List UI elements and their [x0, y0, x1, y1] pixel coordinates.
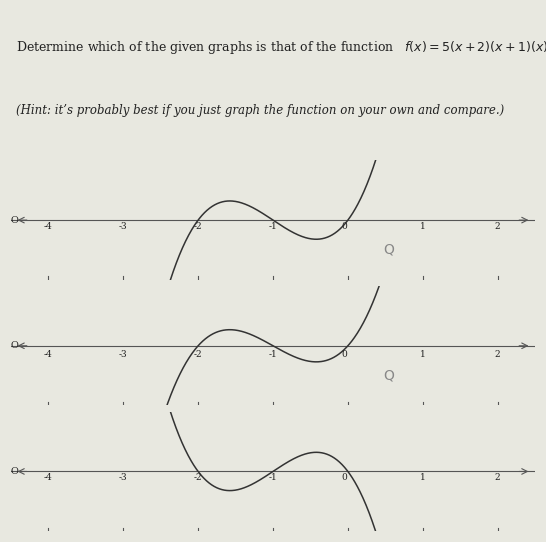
Text: -4: -4 — [44, 350, 53, 359]
Text: O: O — [10, 216, 19, 224]
Text: -3: -3 — [119, 350, 128, 359]
Text: -1: -1 — [269, 350, 277, 359]
Text: 0: 0 — [341, 473, 347, 482]
Text: O: O — [10, 341, 19, 350]
Text: 1: 1 — [420, 222, 426, 231]
Text: 0: 0 — [341, 222, 347, 231]
Text: -2: -2 — [194, 473, 203, 482]
Text: Determine which of the given graphs is that of the function   $f(x) = 5(x+2)(x+1: Determine which of the given graphs is t… — [16, 40, 546, 56]
Text: 2: 2 — [495, 350, 501, 359]
Text: 1: 1 — [420, 350, 426, 359]
Text: 1: 1 — [420, 473, 426, 482]
Text: Q: Q — [383, 243, 394, 257]
Text: (Hint: it’s probably best if you just graph the function on your own and compare: (Hint: it’s probably best if you just gr… — [16, 104, 505, 117]
Text: -1: -1 — [269, 222, 277, 231]
Text: -2: -2 — [194, 222, 203, 231]
Text: Q: Q — [383, 369, 394, 383]
Text: 2: 2 — [495, 473, 501, 482]
Text: -3: -3 — [119, 473, 128, 482]
Text: 0: 0 — [341, 350, 347, 359]
Text: -1: -1 — [269, 473, 277, 482]
Text: -3: -3 — [119, 222, 128, 231]
Text: -2: -2 — [194, 350, 203, 359]
Text: 2: 2 — [495, 222, 501, 231]
Text: O: O — [10, 467, 19, 476]
Text: -4: -4 — [44, 222, 53, 231]
Text: -4: -4 — [44, 473, 53, 482]
